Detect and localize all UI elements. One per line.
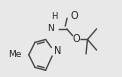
Text: O: O: [71, 11, 78, 21]
Circle shape: [50, 48, 58, 55]
Circle shape: [72, 36, 80, 43]
Text: Me: Me: [8, 50, 22, 59]
Circle shape: [70, 12, 78, 20]
Circle shape: [50, 25, 58, 33]
Text: N: N: [47, 24, 54, 33]
Text: H: H: [51, 12, 58, 21]
Circle shape: [52, 13, 57, 19]
Text: N: N: [54, 47, 62, 57]
Circle shape: [17, 50, 26, 60]
Text: O: O: [72, 34, 80, 44]
